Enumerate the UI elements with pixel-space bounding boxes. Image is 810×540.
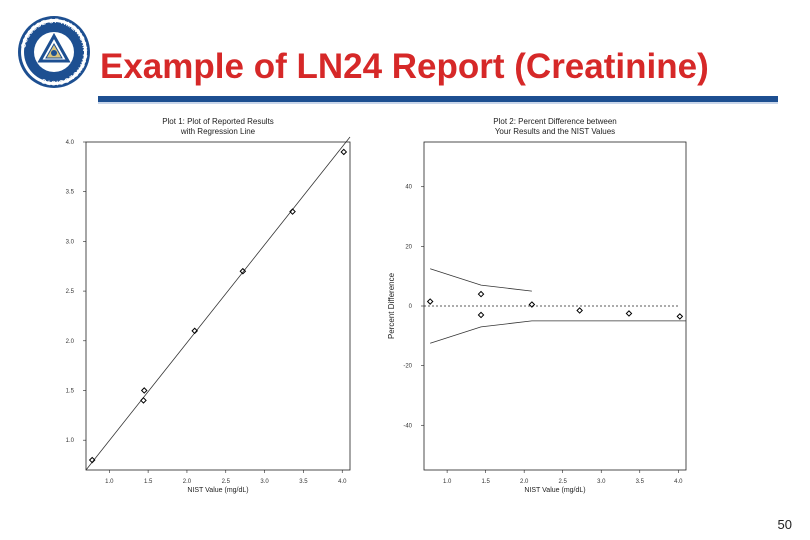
data-point [528, 301, 536, 308]
x-tick-label: 4.0 [674, 479, 683, 485]
y-tick-label: 40 [405, 185, 412, 191]
data-point [340, 148, 348, 156]
x-tick-label: 3.5 [636, 479, 645, 485]
chart-title: Plot 1: Plot of Reported Results [162, 117, 274, 126]
page-number: 50 [777, 517, 792, 532]
chart-subtitle: with Regression Line [180, 127, 256, 136]
y-tick-label: 0 [409, 304, 413, 310]
x-tick-label: 2.5 [559, 479, 568, 485]
chart-subtitle: Your Results and the NIST Values [495, 127, 615, 136]
upper-limit-line [430, 268, 532, 292]
cap-logo: COLLEGE OF AMERICAN PATHOLOGISTS [16, 14, 92, 90]
y-tick-label: -40 [403, 423, 412, 429]
y-tick-label: 3.0 [66, 239, 75, 245]
y-tick-label: 2.0 [66, 339, 75, 345]
x-tick-label: 3.5 [299, 479, 308, 485]
regression-line [85, 136, 351, 471]
x-axis-label: NIST Value (mg/dL) [524, 487, 585, 494]
y-tick-label: 2.5 [66, 289, 75, 295]
data-point [576, 307, 583, 314]
x-tick-label: 1.5 [481, 479, 490, 485]
plot-1-reported-results: Plot 1: Plot of Reported Results with Reg… [36, 112, 366, 507]
data-point [676, 313, 684, 320]
title-underline-shadow [98, 102, 778, 104]
plot-2-percent-difference: Plot 2: Percent Difference between Your R… [380, 112, 700, 507]
data-point [140, 397, 147, 404]
data-point [88, 456, 96, 464]
title-underline [98, 96, 778, 102]
chart-title: Plot 2: Percent Difference between [493, 117, 616, 126]
lower-limit-line [430, 320, 686, 344]
x-axis-label: NIST Value (mg/dL) [187, 487, 248, 494]
x-tick-label: 1.0 [105, 479, 114, 485]
plot-frame [423, 141, 687, 471]
x-tick-label: 1.0 [443, 479, 452, 485]
data-point [477, 290, 485, 298]
y-tick-label: -20 [403, 364, 412, 370]
x-tick-label: 2.0 [183, 479, 192, 485]
data-point [477, 311, 485, 319]
x-tick-label: 4.0 [338, 479, 347, 485]
data-point [289, 208, 296, 215]
y-tick-label: 1.5 [66, 388, 75, 394]
x-tick-label: 2.0 [520, 479, 529, 485]
x-tick-label: 3.0 [597, 479, 606, 485]
x-tick-label: 2.5 [222, 479, 231, 485]
data-point [625, 310, 633, 317]
data-point [426, 298, 434, 305]
data-point [191, 327, 199, 335]
data-point [239, 267, 247, 275]
x-tick-label: 3.0 [260, 479, 269, 485]
x-tick-label: 1.5 [144, 479, 153, 485]
plot-frame [85, 141, 351, 471]
y-axis-label: Percent Difference [387, 272, 396, 339]
data-point [140, 387, 148, 394]
y-tick-label: 4.0 [66, 140, 75, 146]
y-tick-label: 3.5 [66, 190, 75, 196]
y-tick-label: 1.0 [66, 438, 75, 444]
cap-seal-icon: COLLEGE OF AMERICAN PATHOLOGISTS [18, 16, 90, 88]
y-tick-label: 20 [405, 244, 412, 250]
slide-title: Example of LN24 Report (Creatinine) [100, 47, 709, 86]
